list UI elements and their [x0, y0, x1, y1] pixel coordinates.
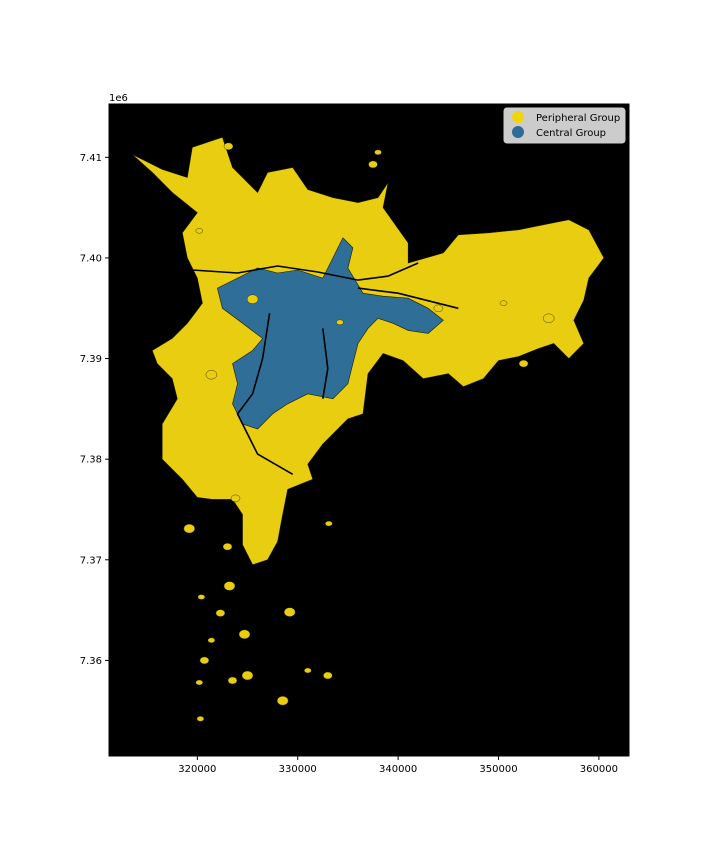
legend-marker-peripheral-group: [512, 111, 524, 123]
patch-polygon: [304, 667, 312, 674]
patch-polygon: [241, 670, 254, 681]
patch-polygon: [223, 581, 236, 591]
region-peripheral-group: [131, 136, 605, 566]
road-line: [357, 287, 459, 310]
y-tick-label: 7.36: [80, 656, 102, 667]
patch-polygon: [207, 637, 216, 643]
patch-polygon: [215, 609, 226, 617]
patch-polygon: [195, 679, 204, 686]
x-tick-label: 360000: [580, 764, 618, 775]
y-tick-label: 7.37: [80, 555, 102, 566]
patch-polygon: [197, 594, 206, 600]
x-tick-label: 320000: [178, 764, 216, 775]
patch-polygon: [323, 671, 333, 680]
patch-polygon: [230, 494, 241, 503]
map-regions: [131, 136, 605, 566]
patch-polygon: [223, 142, 234, 151]
x-tick-label: 350000: [479, 764, 517, 775]
y-offset-label: 1e6: [109, 93, 128, 104]
legend: Peripheral Group Central Group: [503, 107, 626, 144]
patch-polygon: [196, 716, 205, 722]
region-central-group: [217, 237, 444, 430]
road-line: [236, 313, 294, 475]
patch-polygon: [227, 676, 238, 685]
patch-polygon: [238, 629, 251, 639]
road-line: [322, 328, 329, 399]
patch-polygon: [325, 520, 333, 527]
y-tick-label: 7.41: [80, 153, 102, 164]
patch-polygon: [284, 607, 296, 617]
legend-box: [503, 107, 626, 144]
x-tick-label: 340000: [379, 764, 417, 775]
map-small-patches: [183, 142, 555, 722]
patch-polygon: [433, 304, 443, 312]
y-axis: 7.36 7.37 7.38 7.39 7.40 7.41: [80, 153, 109, 667]
patch-polygon: [336, 319, 344, 325]
patch-polygon: [183, 523, 196, 534]
y-tick-label: 7.38: [80, 455, 102, 466]
legend-label-peripheral-group: Peripheral Group: [536, 113, 620, 124]
patch-polygon: [222, 543, 233, 551]
y-tick-label: 7.40: [80, 253, 102, 264]
patch-polygon: [374, 149, 382, 156]
patch-polygon: [499, 300, 508, 306]
patch-polygon: [518, 359, 529, 368]
x-axis: 320000 330000 340000 350000 360000: [178, 756, 618, 775]
patch-polygon: [543, 313, 555, 323]
legend-marker-central-group: [512, 126, 524, 138]
patch-polygon: [199, 656, 210, 665]
x-tick-label: 330000: [279, 764, 317, 775]
patch-polygon: [205, 370, 218, 380]
map-roads: [192, 262, 459, 475]
patch-polygon: [368, 160, 378, 169]
patch-polygon: [277, 696, 289, 706]
road-line: [192, 262, 419, 281]
patch-polygon: [246, 294, 259, 304]
y-tick-label: 7.39: [80, 354, 102, 365]
patch-polygon: [195, 228, 204, 234]
legend-label-central-group: Central Group: [536, 128, 606, 139]
plot-frame: [108, 103, 630, 757]
